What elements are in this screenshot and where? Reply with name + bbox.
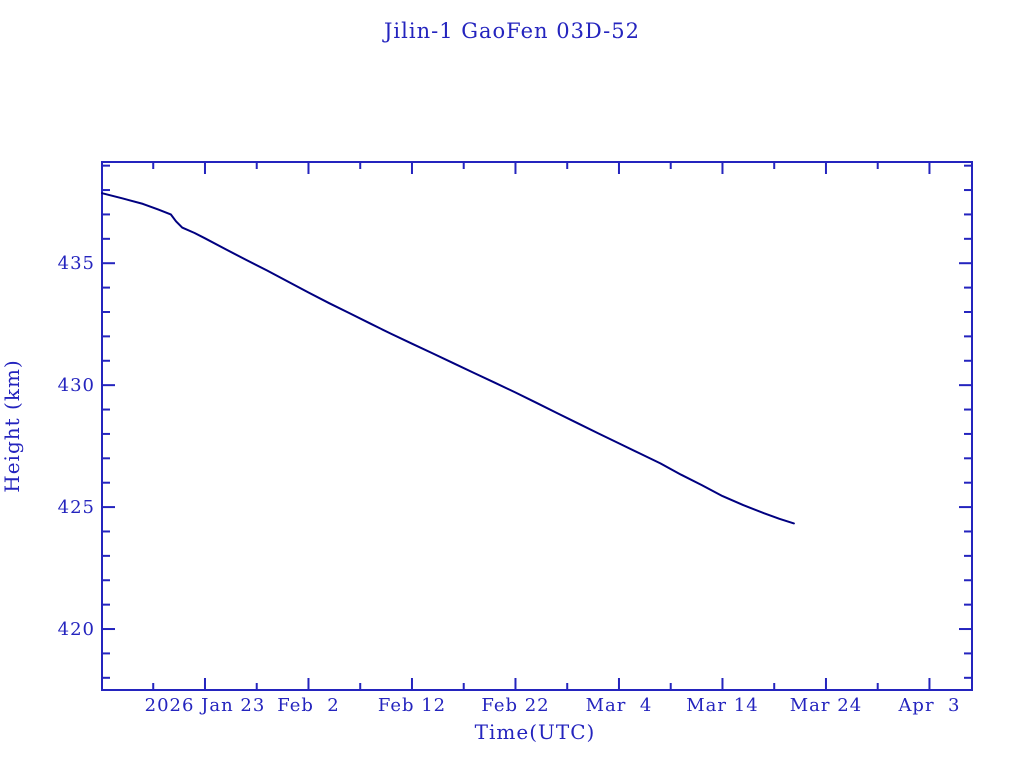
x-tick-label: Apr 3 [897,695,960,716]
x-tick-label: Feb 2 [277,695,340,716]
y-axis-label: Height (km) [0,359,24,492]
y-tick-label: 430 [58,375,95,396]
y-tick-label: 420 [58,619,95,640]
x-tick-label: Feb 12 [378,695,446,716]
plot-area: 2026 Jan 23 Feb 2 Feb 12 Feb 22 Mar 4 Mar 14 M… [58,161,973,716]
height-decay-line [101,192,795,525]
x-tick-label: Mar 14 [686,695,758,716]
x-axis-label: Time(UTC) [475,720,596,744]
x-tick-label: Feb 22 [481,695,549,716]
plot-border [101,161,973,691]
chart-title: Jilin-1 GaoFen 03D-52 [382,19,640,43]
y-tick-label: 435 [58,253,95,274]
x-tick-label: 2026 Jan 23 [145,695,266,716]
x-tick-label: Mar 24 [790,695,862,716]
y-tick-label: 425 [58,497,95,518]
x-tick-label: Mar 4 [586,695,653,716]
